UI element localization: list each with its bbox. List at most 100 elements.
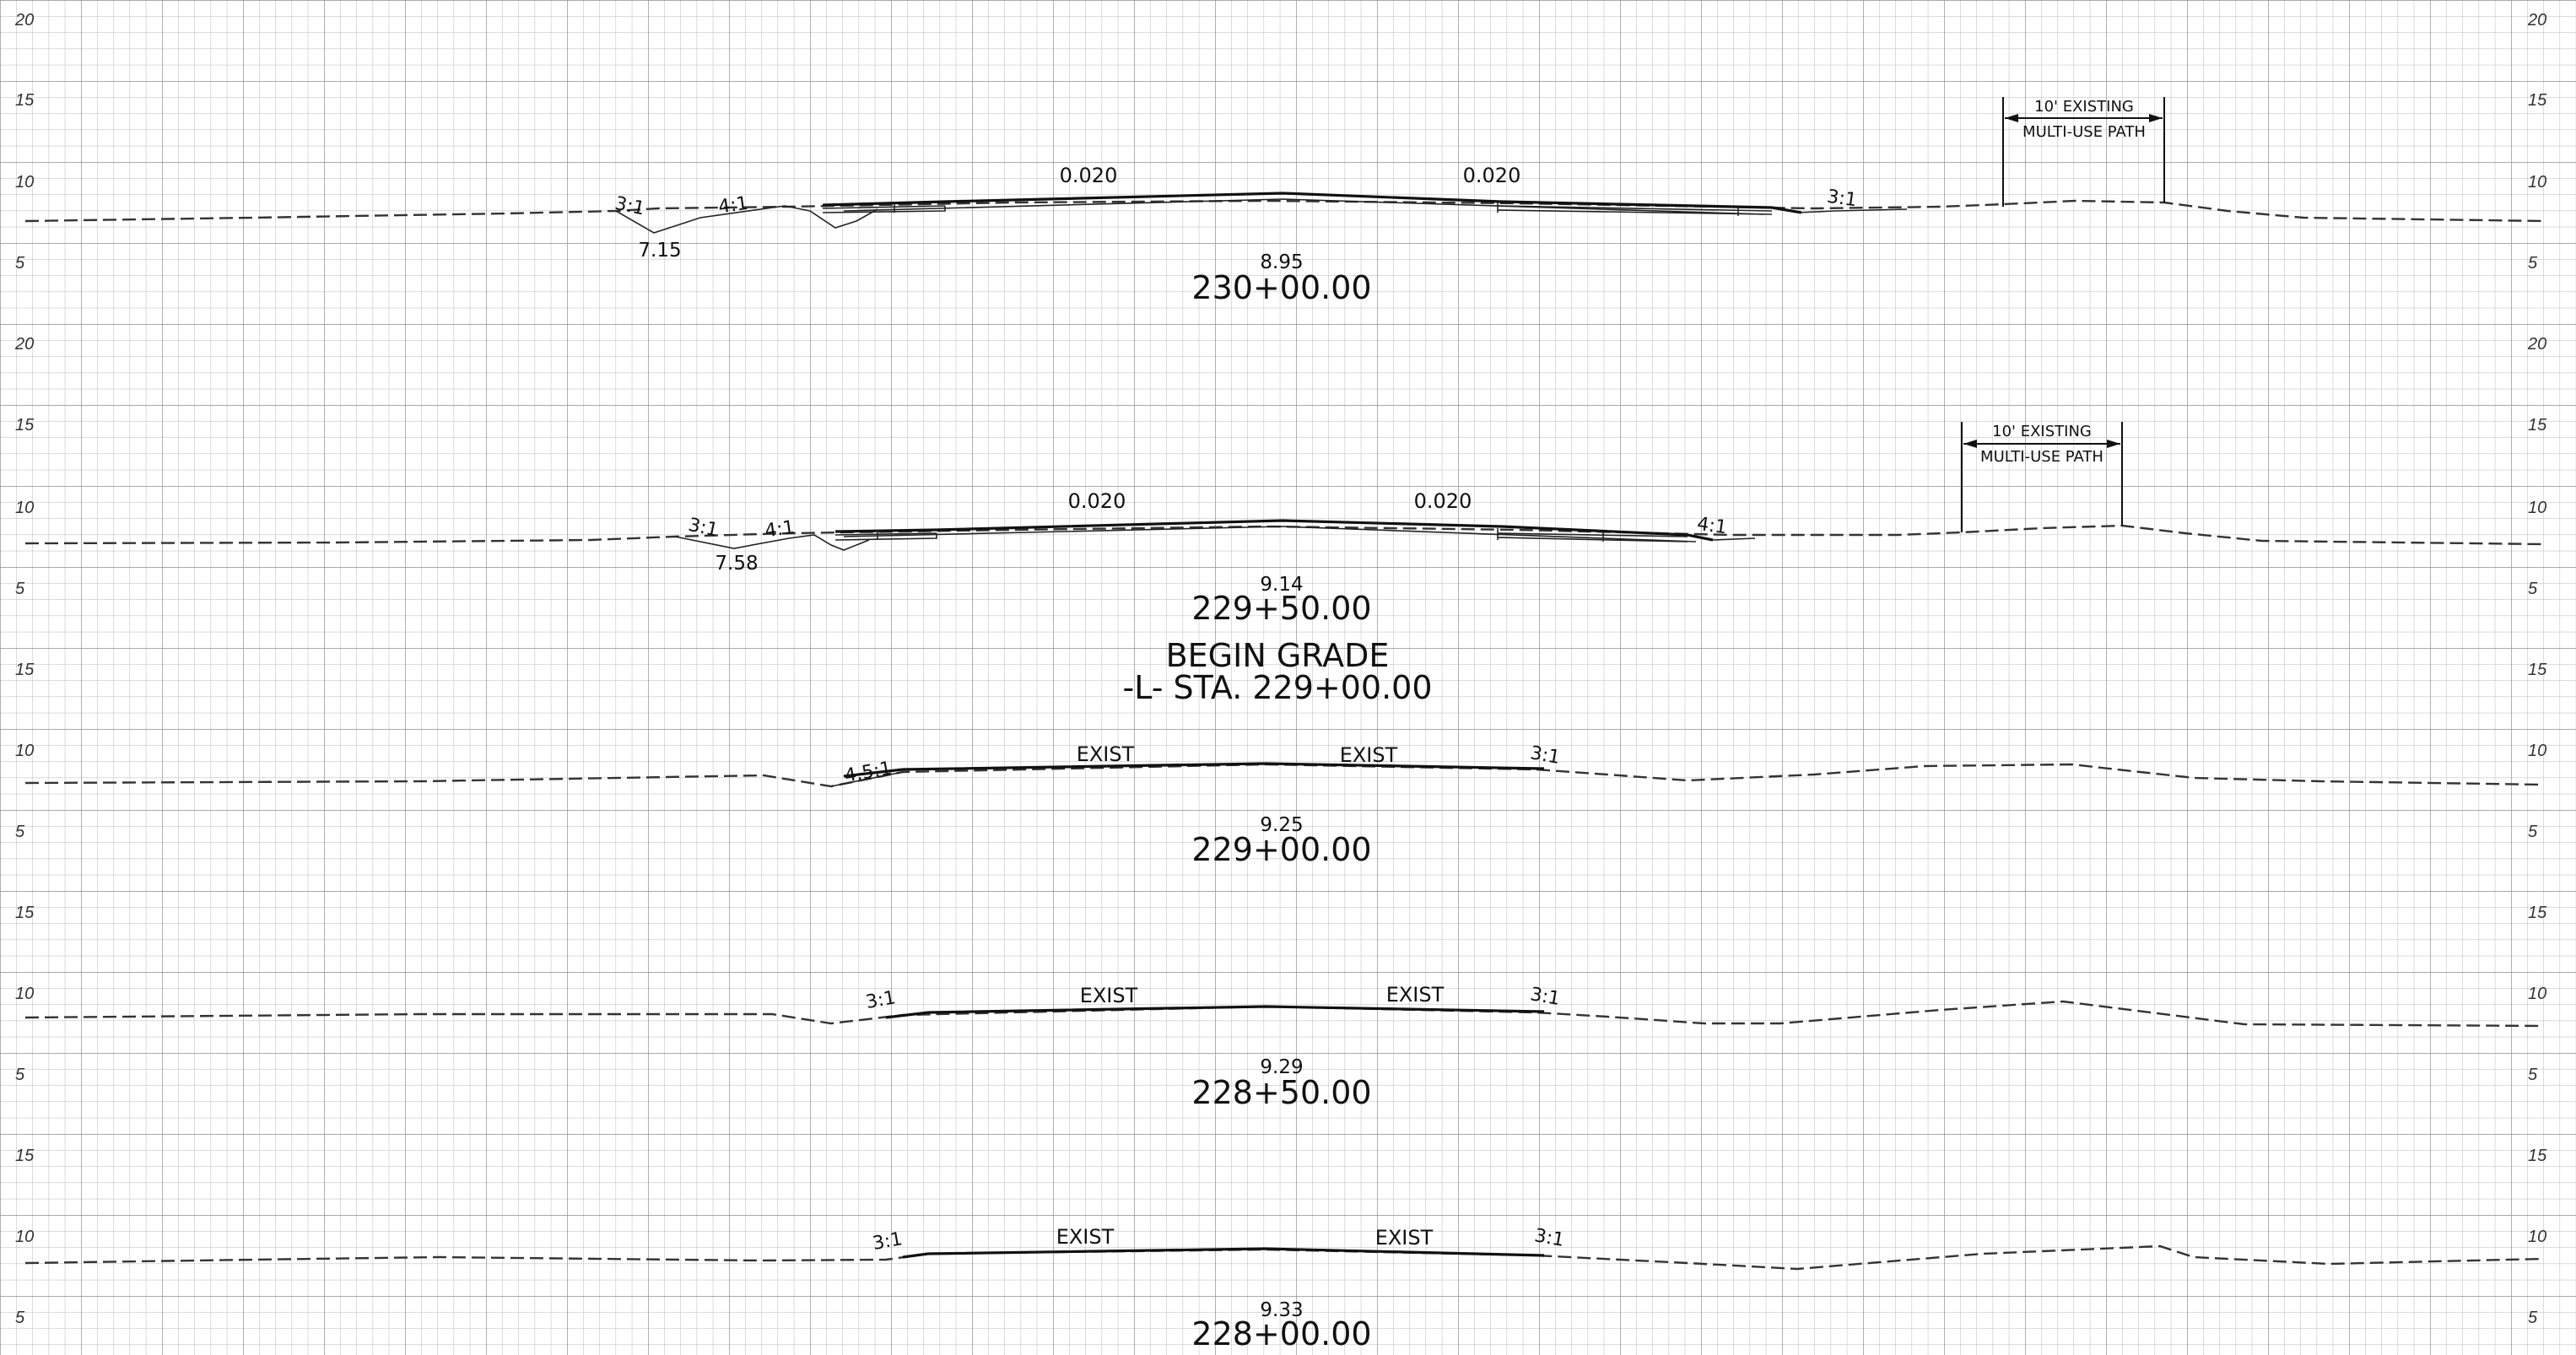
slope-line-left <box>830 771 904 787</box>
cross-section-229-00: 4.5:1 3:1 EXIST EXIST 9.25 229+00.00 <box>24 742 2545 868</box>
elev-label: 15 <box>2528 1147 2547 1165</box>
elev-label: 5 <box>2528 254 2538 273</box>
surface-label: EXIST <box>1056 1225 1115 1249</box>
elev-label: 15 <box>2528 416 2547 435</box>
elev-label: 20 <box>14 335 34 354</box>
slope-label: 4:1 <box>717 193 750 219</box>
elev-label: 5 <box>2528 1066 2538 1084</box>
cross-slope-label: 0.020 <box>1068 489 1126 513</box>
cross-section-228-50: 3:1 3:1 EXIST EXIST 9.29 228+50.00 <box>24 983 2545 1111</box>
ditch-left <box>674 534 870 551</box>
slope-label: 3:1 <box>1533 1225 1566 1251</box>
elev-label: 10 <box>15 742 34 760</box>
cross-section-228-00: 3:1 3:1 EXIST EXIST 9.33 228+00.00 <box>24 1225 2545 1352</box>
slope-label: 4:1 <box>1696 514 1729 539</box>
elev-label: 5 <box>15 1066 25 1084</box>
mup-arrow-left <box>1963 440 1977 448</box>
surface-label: EXIST <box>1340 743 1398 767</box>
existing-surface <box>843 762 1545 778</box>
elev-label: 5 <box>2528 823 2538 841</box>
cross-slope-label: 0.020 <box>1414 489 1472 513</box>
elev-label: 15 <box>2528 904 2547 922</box>
elev-label: 10 <box>2528 742 2546 760</box>
slope-label: 3:1 <box>1529 984 1562 1010</box>
mup-label-line1: 10' EXISTING <box>2034 98 2134 116</box>
mup-label-line2: MULTI-USE PATH <box>1980 448 2103 466</box>
elev-label: 20 <box>2527 335 2546 354</box>
station-label: 230+00.00 <box>1191 269 1371 306</box>
subgrade-line <box>843 526 1697 543</box>
station-label: 228+50.00 <box>1191 1074 1371 1111</box>
proposed-grade <box>834 519 1714 542</box>
ditch-left <box>615 205 878 234</box>
elev-label: 10 <box>15 499 34 517</box>
pavement-layers <box>822 202 1773 216</box>
low-elevation-value: 7.58 <box>715 553 758 575</box>
begin-grade-station: -L- STA. 229+00.00 <box>1122 669 1432 706</box>
elev-label: 15 <box>15 904 35 922</box>
existing-ground-line <box>24 1000 2545 1028</box>
mup-arrow-left <box>2005 114 2018 122</box>
mup-arrow-right <box>2149 114 2163 122</box>
begin-grade-title: BEGIN GRADE <box>1166 637 1390 674</box>
elev-label: 5 <box>2528 580 2538 598</box>
elev-label: 10 <box>2528 499 2546 517</box>
existing-surface <box>902 1247 1545 1259</box>
grade-elevation-value: 9.29 <box>1260 1056 1303 1078</box>
cross-section-230-00: 10' EXISTING MULTI-USE PATH 3:1 4:1 3:1 … <box>24 97 2545 306</box>
cross-slope-label: 0.020 <box>1060 164 1118 187</box>
existing-ground-line <box>24 763 2545 788</box>
grade-elevation-value: 9.14 <box>1260 574 1303 596</box>
path-slope-right <box>1796 208 1908 213</box>
path-slope-right <box>1712 537 1756 541</box>
station-label: 228+00.00 <box>1191 1315 1371 1352</box>
elev-label: 10 <box>2528 1228 2546 1246</box>
surface-label: EXIST <box>1080 984 1138 1007</box>
elevation-axis-left: 20 15 10 5 20 15 10 5 15 10 5 15 10 5 15… <box>14 11 35 1327</box>
elev-label: 10 <box>15 985 34 1003</box>
cross-section-229-50: 10' EXISTING MULTI-USE PATH 3:1 4:1 4:1 … <box>24 422 2545 627</box>
cross-slope-label: 0.020 <box>1463 164 1521 187</box>
mup-label-line1: 10' EXISTING <box>1992 423 2092 440</box>
elev-label: 15 <box>2528 661 2547 679</box>
elev-label: 15 <box>2528 91 2547 110</box>
elev-label: 10 <box>2528 985 2546 1003</box>
surface-label: EXIST <box>1375 1226 1434 1250</box>
slope-label: 4:1 <box>764 517 797 543</box>
elev-label: 10 <box>15 1228 34 1246</box>
begin-grade-note: BEGIN GRADE -L- STA. 229+00.00 <box>1122 637 1432 706</box>
elev-label: 20 <box>14 11 34 30</box>
surface-label: EXIST <box>1386 983 1445 1007</box>
low-elevation-value: 7.15 <box>638 240 681 262</box>
elev-label: 20 <box>2527 11 2546 30</box>
subgrade-line <box>843 198 1764 215</box>
elev-label: 10 <box>15 173 34 192</box>
mup-label-line2: MULTI-USE PATH <box>2022 123 2146 141</box>
elev-label: 5 <box>2528 1309 2538 1327</box>
grade-elevation-value: 8.95 <box>1260 251 1303 273</box>
existing-ground-line <box>24 199 2545 223</box>
grade-elevation-value: 9.25 <box>1260 814 1303 836</box>
elev-label: 5 <box>15 580 25 598</box>
existing-ground-line <box>24 1244 2545 1271</box>
slope-label: 3:1 <box>864 987 897 1013</box>
slope-label: 3:1 <box>1529 742 1562 769</box>
elev-label: 15 <box>15 91 35 110</box>
elev-label: 5 <box>15 1309 25 1327</box>
proposed-grade <box>822 192 1802 214</box>
station-label: 229+50.00 <box>1191 590 1371 627</box>
mup-arrow-right <box>2107 440 2120 448</box>
elev-label: 10 <box>2528 173 2546 192</box>
elev-label: 15 <box>15 1147 35 1165</box>
slope-label: 3:1 <box>871 1228 904 1255</box>
elev-label: 5 <box>15 823 25 841</box>
elevation-axis-right: 20 15 10 5 20 15 10 5 15 10 5 15 10 5 15… <box>2527 11 2547 1327</box>
grade-elevation-value: 9.33 <box>1260 1299 1303 1321</box>
elev-label: 15 <box>15 661 35 679</box>
existing-surface <box>885 1005 1545 1019</box>
elev-label: 5 <box>15 254 25 273</box>
slope-label: 3:1 <box>1826 186 1859 212</box>
station-label: 229+00.00 <box>1191 831 1371 868</box>
